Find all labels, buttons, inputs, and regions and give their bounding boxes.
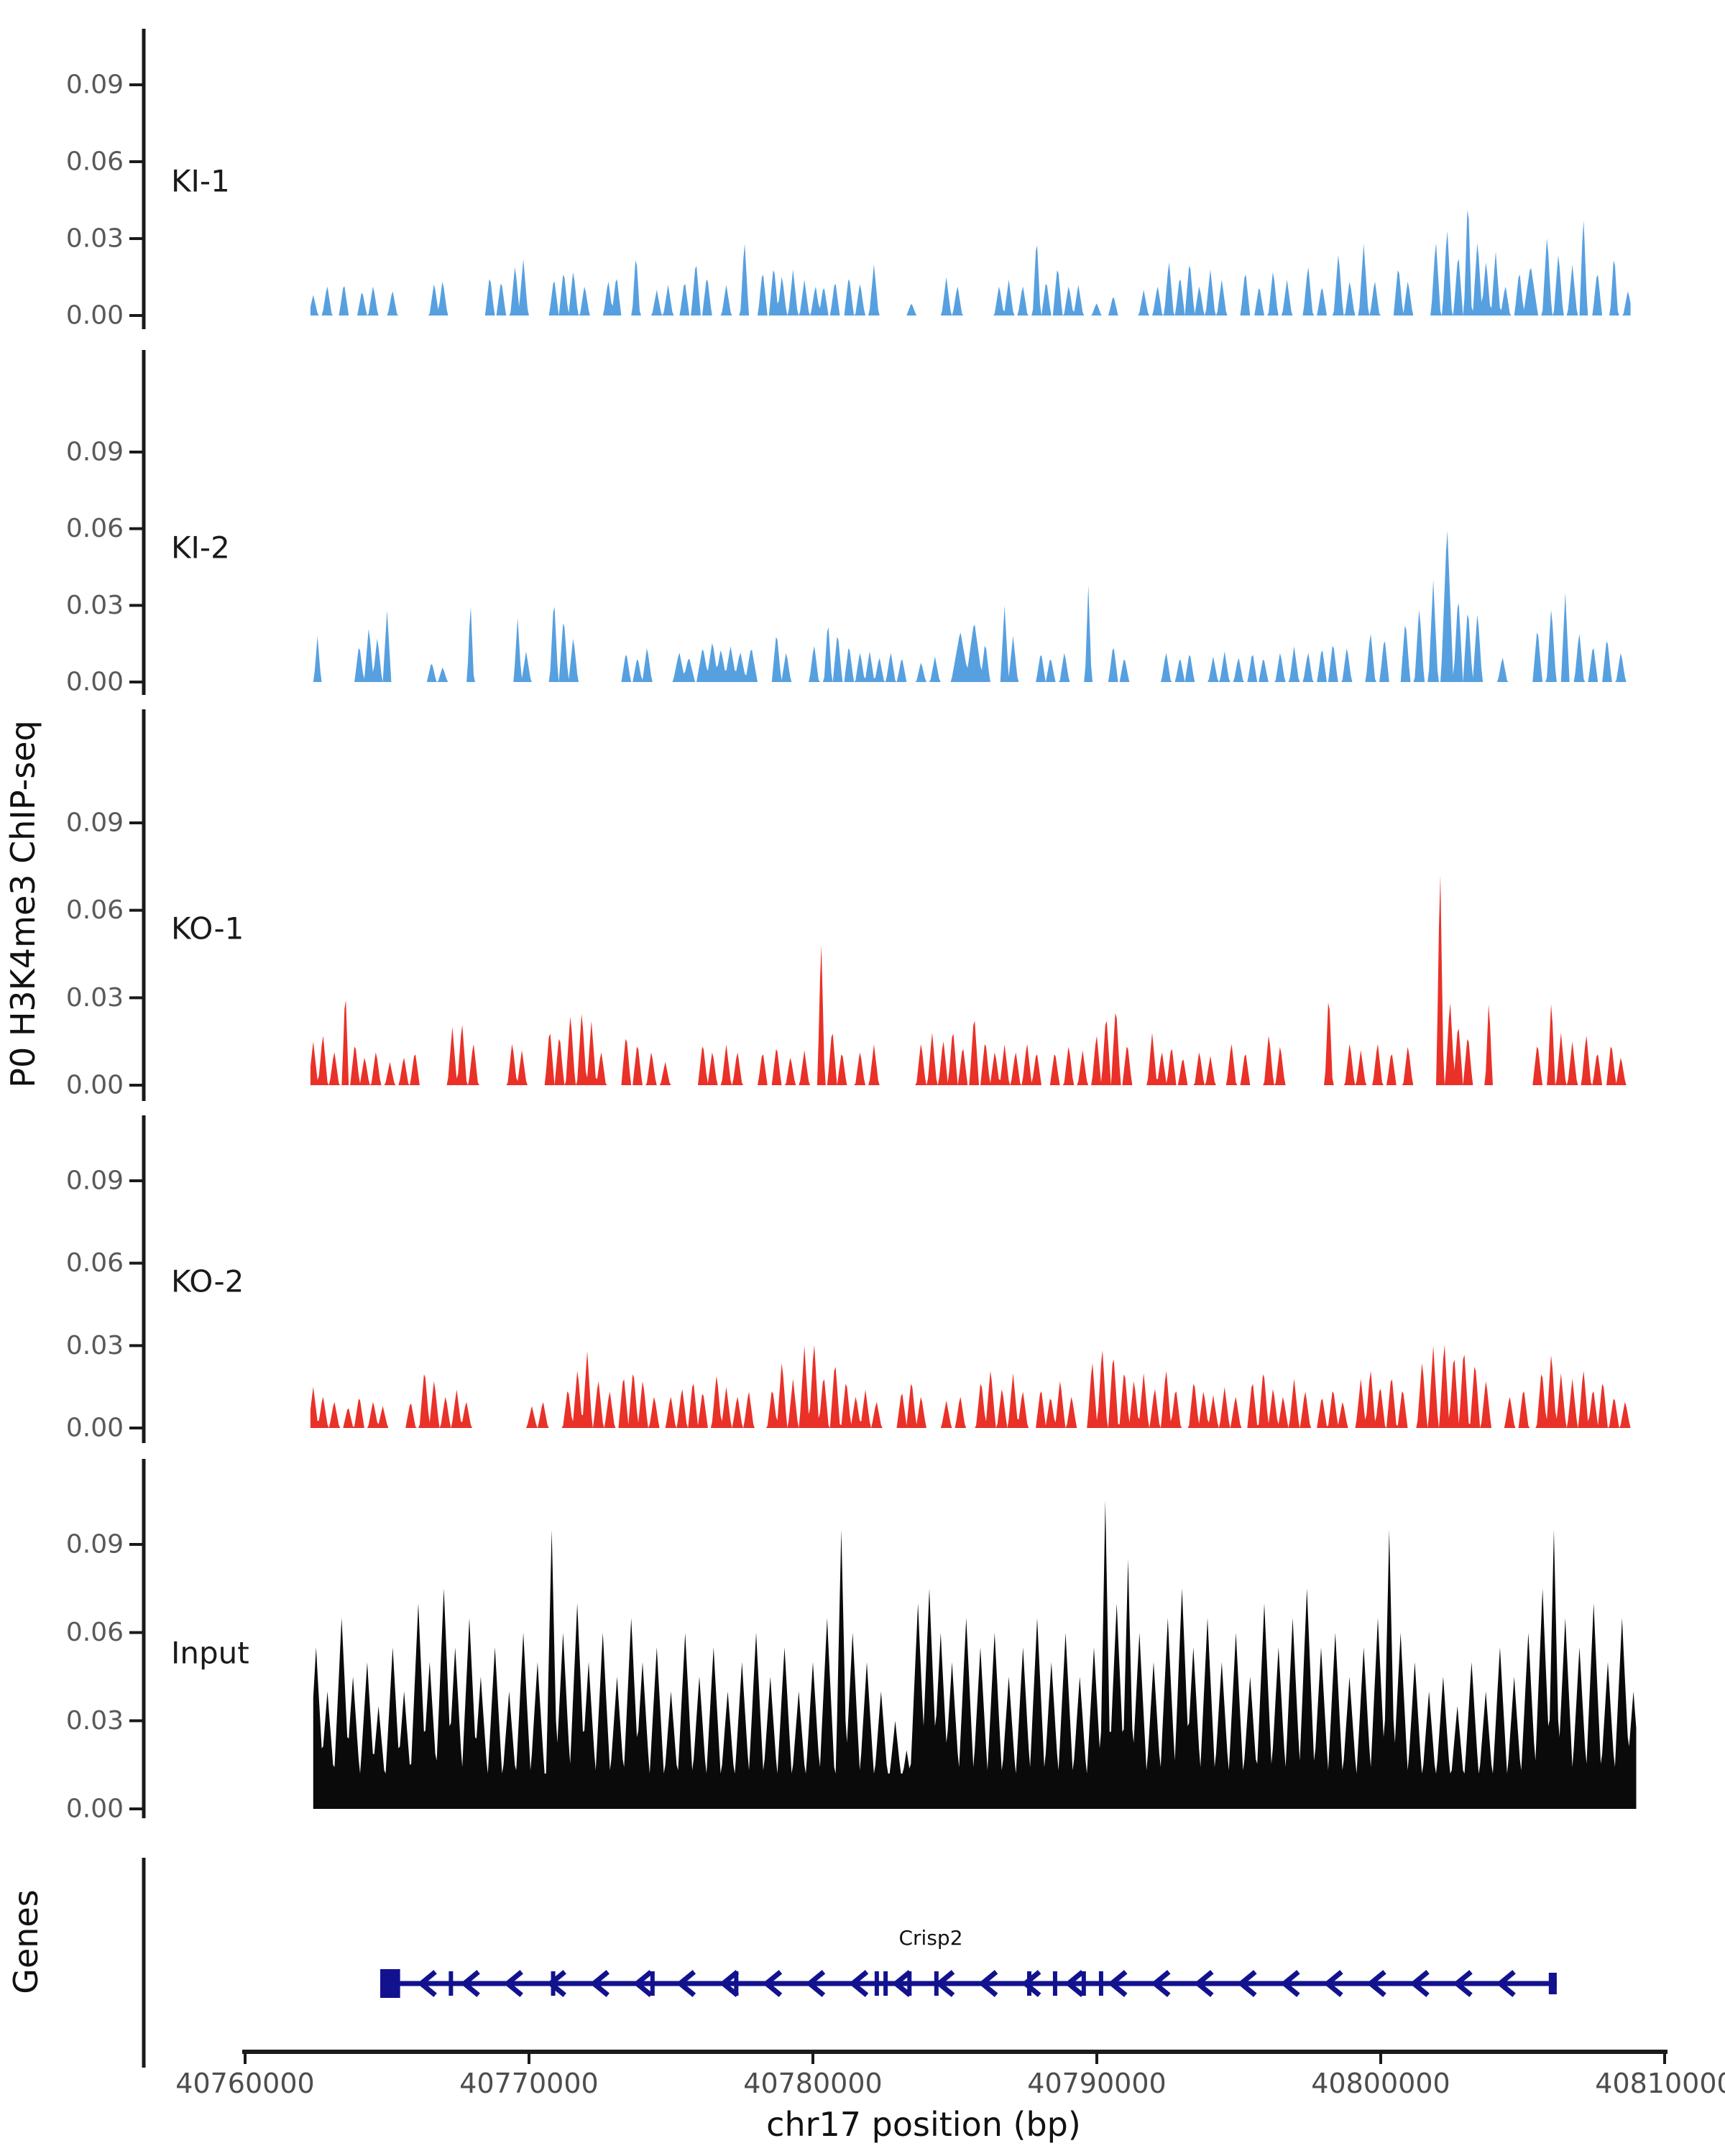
y-tick-label: 0.06 [66, 895, 124, 925]
y-tick-label: 0.00 [66, 1071, 124, 1100]
y-tick-label: 0.03 [66, 1331, 124, 1360]
y-tick-label: 0.03 [66, 224, 124, 253]
track-label-ki2: KI-2 [171, 530, 230, 566]
track-label-ko1: KO-1 [171, 911, 244, 946]
y-tick-label: 0.06 [66, 1248, 124, 1278]
signal-area-input [313, 1500, 1637, 1809]
y-tick-label: 0.03 [66, 983, 124, 1013]
signal-area-ki-1 [310, 210, 1631, 315]
y-tick-label: 0.06 [66, 147, 124, 176]
strand-direction-arrow-icon [934, 1970, 955, 1997]
track-label-input: Input [171, 1636, 249, 1671]
strand-direction-arrow-icon [719, 1970, 740, 1997]
strand-direction-arrow-icon [589, 1970, 610, 1997]
x-tick-label-4: 40800000 [1311, 2068, 1450, 2099]
track-label-ki1: KI-1 [171, 164, 230, 199]
y-tick-label: 0.00 [66, 1414, 124, 1443]
y-tick-label: 0.03 [66, 591, 124, 620]
y-tick-label: 0.00 [66, 301, 124, 331]
strand-direction-arrow-icon [891, 1970, 912, 1997]
strand-direction-arrow-icon [1064, 1970, 1085, 1997]
strand-direction-arrow-icon [848, 1970, 869, 1997]
x-tick-label-3: 40790000 [1027, 2068, 1166, 2099]
gene-name-label: Crisp2 [898, 1926, 962, 1950]
y-tick-label: 0.03 [66, 1706, 124, 1736]
strand-direction-arrow-icon [805, 1970, 826, 1997]
signal-area-ki-2 [310, 530, 1631, 682]
strand-direction-arrow-icon [1280, 1970, 1300, 1997]
y-tick-label: 0.09 [66, 70, 124, 99]
y-tick-label: 0.09 [66, 808, 124, 837]
strand-direction-arrow-icon [978, 1970, 998, 1997]
y-tick-label: 0.00 [66, 1795, 124, 1824]
x-tick-label-1: 40770000 [459, 2068, 598, 2099]
strand-direction-arrow-icon [762, 1970, 783, 1997]
y-tick-label: 0.09 [66, 1529, 124, 1559]
strand-direction-arrow-icon [1323, 1970, 1343, 1997]
generated-graphics: 0.00 0.03 0.06 0.09 0.00 0.03 0.06 0.09 0.00 0.03… [66, 29, 1668, 2068]
genes-axis-title: Genes [6, 1889, 45, 1994]
y-tick-label: 0.09 [66, 1166, 124, 1196]
signal-area-ko-1 [310, 875, 1631, 1085]
strand-direction-arrow-icon [1453, 1970, 1473, 1997]
gene-start-box [380, 1969, 400, 1998]
gene-end-box [1548, 1973, 1557, 1994]
x-tick-label-5: 40810000 [1595, 2068, 1725, 2099]
strand-direction-arrow-icon [503, 1970, 523, 1997]
signal-area-ko-2 [310, 1345, 1631, 1428]
strand-direction-arrow-icon [1496, 1970, 1516, 1997]
x-tick-label-0: 40760000 [175, 2068, 314, 2099]
strand-direction-arrow-icon [1194, 1970, 1214, 1997]
y-tick-label: 0.06 [66, 514, 124, 543]
strand-direction-arrow-icon [1366, 1970, 1386, 1997]
y-tick-label: 0.00 [66, 668, 124, 697]
y-tick-label: 0.06 [66, 1618, 124, 1647]
strand-direction-arrow-icon [632, 1970, 653, 1997]
x-axis-title: chr17 position (bp) [766, 2105, 1081, 2144]
strand-direction-arrow-icon [1021, 1970, 1041, 1997]
track-label-ko2: KO-2 [171, 1264, 244, 1299]
y-tick-label: 0.09 [66, 437, 124, 466]
strand-direction-arrow-icon [1409, 1970, 1430, 1997]
strand-direction-arrow-icon [676, 1970, 696, 1997]
y-axis-title: P0 H3K4me3 ChIP-seq [4, 720, 42, 1088]
x-tick-label-2: 40780000 [743, 2068, 882, 2099]
strand-direction-arrow-icon [460, 1970, 480, 1997]
strand-direction-arrow-icon [1108, 1970, 1128, 1997]
strand-direction-arrow-icon [546, 1970, 566, 1997]
strand-direction-arrow-icon [417, 1970, 437, 1997]
strand-direction-arrow-icon [1151, 1970, 1171, 1997]
strand-direction-arrow-icon [1237, 1970, 1257, 1997]
